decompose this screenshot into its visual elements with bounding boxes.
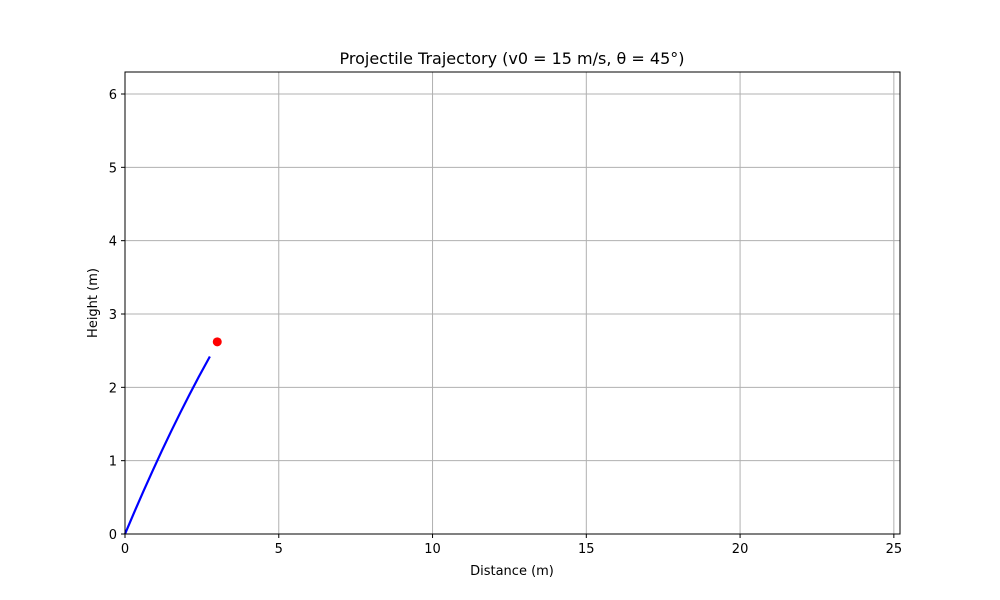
x-axis-label: Distance (m) <box>470 564 554 579</box>
y-tick-label: 3 <box>109 308 117 323</box>
x-tick-label: 15 <box>578 542 595 557</box>
x-tick-label: 5 <box>275 542 283 557</box>
projectile-marker <box>212 337 222 347</box>
y-tick-label: 6 <box>109 88 117 103</box>
grid <box>124 72 900 535</box>
series-layer <box>123 356 211 535</box>
y-tick-label: 2 <box>109 381 117 396</box>
y-axis-label: Height (m) <box>86 268 101 338</box>
y-tick-label: 0 <box>109 528 117 543</box>
chart-title: Projectile Trajectory (v0 = 15 m/s, θ = … <box>339 49 684 68</box>
trajectory-line <box>123 356 211 535</box>
x-tick-label: 25 <box>886 542 903 557</box>
x-tick-label: 0 <box>121 542 129 557</box>
marker-layer <box>212 337 222 347</box>
y-tick-label: 4 <box>109 235 117 250</box>
y-tick-label: 1 <box>109 455 117 470</box>
x-tick-label: 10 <box>424 542 441 557</box>
plot-frame <box>124 71 901 535</box>
x-tick-label: 20 <box>732 542 749 557</box>
y-tick-label: 5 <box>109 161 117 176</box>
ticks: 0 5 10 15 20 25 0 1 2 3 4 5 6 <box>109 88 902 557</box>
